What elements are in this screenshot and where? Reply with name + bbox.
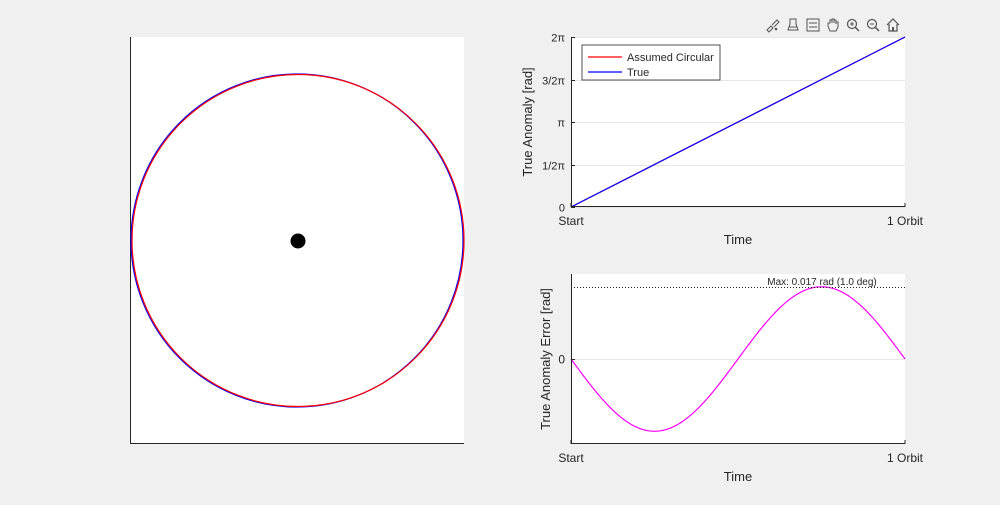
central-body-marker [290,233,306,249]
true-anomaly-ytick-label: π [557,118,565,130]
true-anomaly-ylabel: True Anomaly [rad] [520,67,535,176]
error-line [570,286,906,432]
error-axes: 0 Start 1 Orbit Max: 0.017 rad (1.0 deg) … [538,274,924,484]
true-anomaly-ytick-label: 3/2π [542,76,565,88]
true-anomaly-ytick-label: 0 [559,203,565,215]
pan-icon[interactable] [824,16,842,34]
true-anomaly-line [570,36,906,208]
error-ylabel: True Anomaly Error [rad] [538,288,553,430]
max-error-annotation: Max: 0.017 rad (1.0 deg) [767,277,877,288]
legend-label-assumed-circular: Assumed Circular [627,52,714,64]
axes-toolbar [764,16,902,36]
home-icon[interactable] [884,16,902,34]
error-xtick-label: Start [558,451,584,465]
data-tips-icon[interactable] [784,16,802,34]
true-anomaly-xtick-label: Start [558,214,584,228]
legend-label-true: True [627,67,649,79]
error-xlabel: Time [724,469,752,484]
legend-icon[interactable] [804,16,822,34]
brush-icon[interactable] [764,16,782,34]
true-anomaly-ytick-label: 1/2π [542,161,565,173]
true-anomaly-xlabel: Time [724,232,752,247]
legend-box [581,44,721,81]
error-xtick-label: 1 Orbit [887,451,924,465]
zoom-out-icon[interactable] [864,16,882,34]
orbit-axes [130,37,465,444]
true-anomaly-xtick-label: 1 Orbit [887,214,924,228]
assumed-circular-orbit-line [131,73,465,408]
true-anomaly-axes: 0 1/2π π 3/2π 2π Start 1 Orbit Time True Anom… [520,33,924,248]
zoom-in-icon[interactable] [844,16,862,34]
error-ytick-label: 0 [558,353,565,367]
legend[interactable]: Assumed Circular True [581,44,721,81]
true-anomaly-ytick-label: 2π [551,33,565,45]
